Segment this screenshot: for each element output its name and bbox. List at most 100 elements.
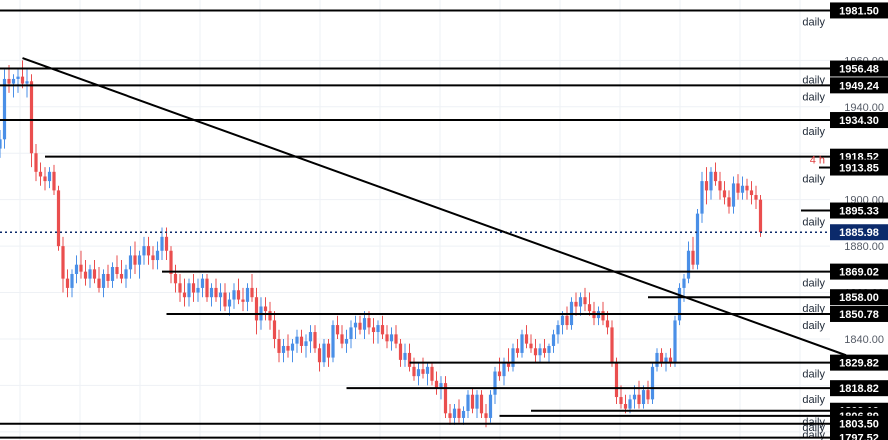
candle <box>551 329 556 353</box>
candle-body <box>277 338 281 353</box>
candle-body <box>209 287 214 298</box>
candle <box>299 329 304 353</box>
candle <box>457 399 461 423</box>
candle-body <box>610 327 614 363</box>
candle-body <box>655 352 659 367</box>
candle <box>20 60 25 89</box>
level-badge-label: 1850.78 <box>839 309 879 321</box>
candle <box>515 338 520 358</box>
candle-body <box>547 345 551 353</box>
candle-body <box>394 334 398 344</box>
candle-body <box>263 306 268 312</box>
candle-body <box>632 394 637 400</box>
candle <box>335 315 340 339</box>
candle <box>749 181 754 205</box>
level-badge: 1949.24 <box>830 77 888 94</box>
candle <box>461 406 466 425</box>
level-badge-label: 1956.48 <box>839 64 879 76</box>
candle-body <box>196 287 200 293</box>
candle-body <box>110 267 115 281</box>
candle-body <box>389 334 394 342</box>
candle <box>497 357 502 381</box>
trendline-layer <box>22 57 847 357</box>
candle <box>425 362 430 386</box>
current-price-badge: 1885.98 <box>830 224 888 241</box>
candle-body <box>434 380 439 388</box>
candle <box>466 390 470 418</box>
candle <box>740 176 745 200</box>
level-badge: 1818.82 <box>830 380 888 397</box>
candle-body <box>461 410 466 418</box>
level-badge-bg <box>830 380 888 397</box>
candle-body <box>551 334 556 346</box>
level-tag: daily <box>802 369 825 381</box>
candle <box>16 69 20 93</box>
candle <box>88 264 92 288</box>
candle-body <box>2 78 7 140</box>
candle-body <box>511 348 515 367</box>
candle-body <box>686 250 691 279</box>
candle-body <box>178 283 182 293</box>
candle <box>700 171 704 223</box>
candle-body <box>92 269 97 279</box>
candle-body <box>421 369 425 374</box>
candle-body <box>587 304 592 312</box>
candle <box>344 329 349 353</box>
candle-body <box>443 383 448 414</box>
candle <box>574 292 578 316</box>
level-badge: 1981.50 <box>830 2 888 19</box>
candle <box>358 315 362 335</box>
candle <box>101 269 106 298</box>
candle <box>452 404 457 425</box>
candle <box>133 241 137 274</box>
candle-body <box>601 311 605 321</box>
candle <box>646 380 650 405</box>
candle-body <box>164 236 169 251</box>
candle <box>34 143 38 182</box>
candle-body <box>115 267 119 274</box>
candle-body <box>232 290 236 300</box>
candle-body <box>146 246 151 256</box>
candle-body <box>38 171 43 177</box>
candle <box>268 301 272 330</box>
level-tag: daily <box>802 394 825 406</box>
candle-body <box>407 352 412 367</box>
level-badge-label: 1803.50 <box>839 419 879 431</box>
candle-body <box>520 334 524 353</box>
candle-body <box>74 264 79 274</box>
level-badge-label: 1869.02 <box>839 267 879 279</box>
candle-body <box>736 183 740 193</box>
candle <box>722 181 727 205</box>
level-badge: 1803.50 <box>830 415 888 432</box>
level-badge: 1797.52 <box>830 429 888 440</box>
level-badge-bg <box>830 112 888 129</box>
candle-body <box>754 195 758 200</box>
candle-body <box>605 320 610 328</box>
candle-body <box>664 357 668 363</box>
candle-body <box>0 139 2 149</box>
candle-body <box>403 352 407 360</box>
candle <box>74 255 79 284</box>
candle <box>583 287 587 312</box>
candle-body <box>272 320 277 339</box>
candle <box>223 283 227 312</box>
candle-body <box>169 250 173 274</box>
candle-body <box>47 171 52 182</box>
candle-body <box>367 318 371 328</box>
candle <box>754 185 758 209</box>
candle <box>686 241 691 284</box>
candle-body <box>52 171 56 191</box>
level-tag: daily <box>802 217 825 229</box>
candle <box>506 348 511 372</box>
level-tag: daily <box>802 75 825 87</box>
candle-body <box>637 394 641 405</box>
candle <box>241 287 245 312</box>
current-price-label: 1885.98 <box>839 227 879 239</box>
candle <box>695 208 700 270</box>
candle-body <box>124 269 128 279</box>
candle-body <box>583 297 587 305</box>
candle-body <box>538 348 542 356</box>
candle-body <box>376 325 380 333</box>
candle-body <box>457 408 461 418</box>
candle <box>385 325 389 349</box>
